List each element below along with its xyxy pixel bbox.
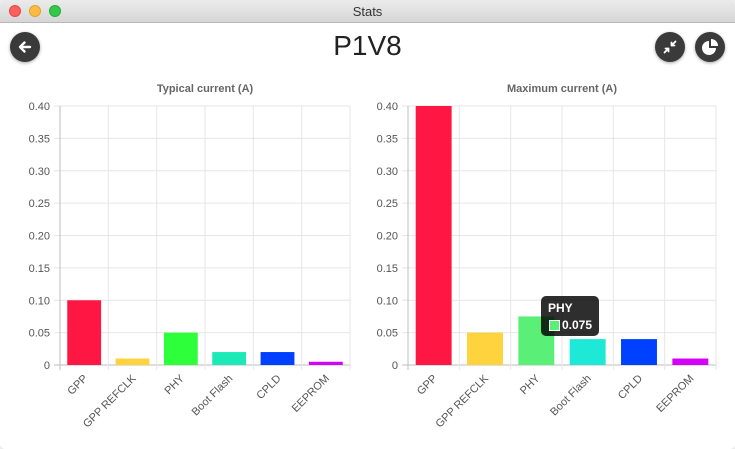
bar <box>212 352 247 365</box>
x-tick-label: Boot Flash <box>548 373 594 419</box>
x-tick-label: GPP <box>415 373 440 398</box>
y-tick-label: 0.40 <box>29 101 50 113</box>
back-button[interactable] <box>10 32 40 62</box>
bar <box>115 358 150 365</box>
tooltip-label: PHY <box>548 301 573 315</box>
pie-chart-icon <box>702 39 718 55</box>
y-tick-label: 0.25 <box>29 198 50 210</box>
bar <box>569 339 606 365</box>
y-tick-label: 0.30 <box>29 166 50 178</box>
y-tick-label: 0.35 <box>29 133 50 145</box>
minimize-window-button[interactable] <box>29 5 41 17</box>
page-title: P1V8 <box>333 30 402 61</box>
y-tick-label: 0 <box>392 360 398 372</box>
y-tick-label: 0.20 <box>377 231 398 243</box>
y-tick-label: 0.05 <box>377 328 398 340</box>
bar <box>260 352 295 365</box>
title-bar: Stats <box>0 0 735 23</box>
bar <box>308 361 343 365</box>
x-tick-label: EEPROM <box>290 373 332 415</box>
bar <box>67 300 102 365</box>
y-tick-label: 0.10 <box>377 295 398 307</box>
close-window-button[interactable] <box>9 5 21 17</box>
x-tick-label: EEPROM <box>654 373 696 415</box>
x-tick-label: Boot Flash <box>190 373 236 419</box>
y-tick-label: 0 <box>44 360 50 372</box>
y-tick-label: 0.15 <box>29 263 50 275</box>
compress-icon <box>663 40 677 54</box>
x-tick-label: PHY <box>518 372 543 397</box>
chart-type-button[interactable] <box>695 32 725 62</box>
x-tick-label: CPLD <box>254 373 283 402</box>
y-tick-label: 0.25 <box>377 198 398 210</box>
y-tick-label: 0.35 <box>377 133 398 145</box>
y-tick-label: 0.30 <box>377 166 398 178</box>
x-tick-label: GPP <box>65 373 90 398</box>
y-tick-label: 0.05 <box>29 328 50 340</box>
chart-title: Maximum current (A) <box>507 83 617 95</box>
collapse-button[interactable] <box>655 32 685 62</box>
bar <box>672 358 709 365</box>
chart-title: Typical current (A) <box>157 83 254 95</box>
bar <box>415 106 452 365</box>
zoom-window-button[interactable] <box>49 5 61 17</box>
x-tick-label: GPP REFCLK <box>433 372 491 430</box>
bar <box>163 332 198 365</box>
tooltip-color-swatch <box>549 320 560 331</box>
bar <box>621 339 657 365</box>
bar <box>467 332 503 365</box>
y-tick-label: 0.10 <box>29 295 50 307</box>
chart-tooltip: PHY 0.075 <box>541 296 599 336</box>
y-tick-label: 0.20 <box>29 231 50 243</box>
x-tick-label: CPLD <box>616 373 645 402</box>
y-tick-label: 0.40 <box>377 101 398 113</box>
window-title: Stats <box>352 4 383 19</box>
tooltip-value: 0.075 <box>562 318 593 332</box>
x-tick-label: PHY <box>162 372 187 397</box>
arrow-left-icon <box>18 41 32 53</box>
y-tick-label: 0.15 <box>377 263 398 275</box>
